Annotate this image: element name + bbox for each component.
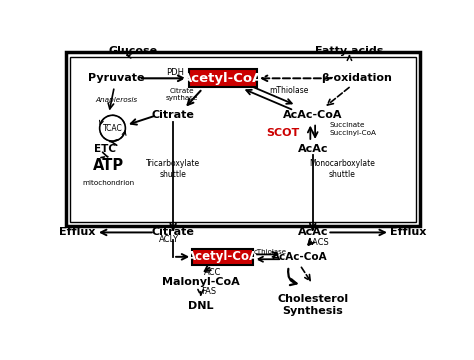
- Text: ETC: ETC: [94, 144, 116, 153]
- Text: β-oxidation: β-oxidation: [321, 73, 392, 83]
- Text: FAS: FAS: [201, 287, 216, 296]
- Text: Monocarboxylate
shuttle: Monocarboxylate shuttle: [309, 159, 375, 179]
- FancyArrowPatch shape: [288, 269, 297, 285]
- Text: AcAc-CoA: AcAc-CoA: [272, 252, 328, 262]
- Text: mitochondrion: mitochondrion: [83, 180, 135, 186]
- Text: Pyruvate: Pyruvate: [88, 73, 145, 83]
- Text: AcAc: AcAc: [298, 228, 328, 238]
- Text: Fatty acids: Fatty acids: [315, 46, 383, 55]
- Text: Malonyl-CoA: Malonyl-CoA: [162, 276, 239, 287]
- Text: Citrate: Citrate: [152, 228, 194, 238]
- Text: AcAc: AcAc: [298, 144, 328, 153]
- Text: Efflux: Efflux: [59, 228, 96, 238]
- FancyBboxPatch shape: [189, 69, 257, 87]
- Text: Succinyl-CoA: Succinyl-CoA: [329, 130, 376, 136]
- Text: ACLY: ACLY: [159, 235, 179, 244]
- Text: AACS: AACS: [307, 238, 329, 247]
- Text: DNL: DNL: [188, 301, 213, 311]
- Text: ATP: ATP: [93, 158, 124, 173]
- Text: SCOT: SCOT: [267, 128, 300, 138]
- Text: Citrate: Citrate: [152, 110, 194, 120]
- Text: mThiolase: mThiolase: [269, 86, 309, 95]
- Text: Anaplerosis: Anaplerosis: [95, 97, 137, 103]
- Text: Succinate: Succinate: [329, 122, 365, 127]
- Text: TCAC: TCAC: [103, 124, 122, 133]
- FancyBboxPatch shape: [66, 53, 420, 226]
- Text: ACC: ACC: [204, 268, 221, 277]
- Text: Acetyl-CoA: Acetyl-CoA: [182, 72, 264, 85]
- Text: Glucose: Glucose: [108, 46, 157, 55]
- Text: Efflux: Efflux: [390, 228, 427, 238]
- Text: Citrate
synthase: Citrate synthase: [166, 88, 199, 101]
- Text: PDH: PDH: [166, 68, 184, 77]
- Text: Cholesterol
Synthesis: Cholesterol Synthesis: [277, 294, 348, 316]
- Text: cThiolase: cThiolase: [254, 249, 287, 255]
- Text: AcAc-CoA: AcAc-CoA: [283, 110, 343, 120]
- Text: Acetyl-CoA: Acetyl-CoA: [187, 250, 259, 263]
- Text: Tricarboxylate
shuttle: Tricarboxylate shuttle: [146, 159, 200, 179]
- FancyBboxPatch shape: [192, 249, 253, 265]
